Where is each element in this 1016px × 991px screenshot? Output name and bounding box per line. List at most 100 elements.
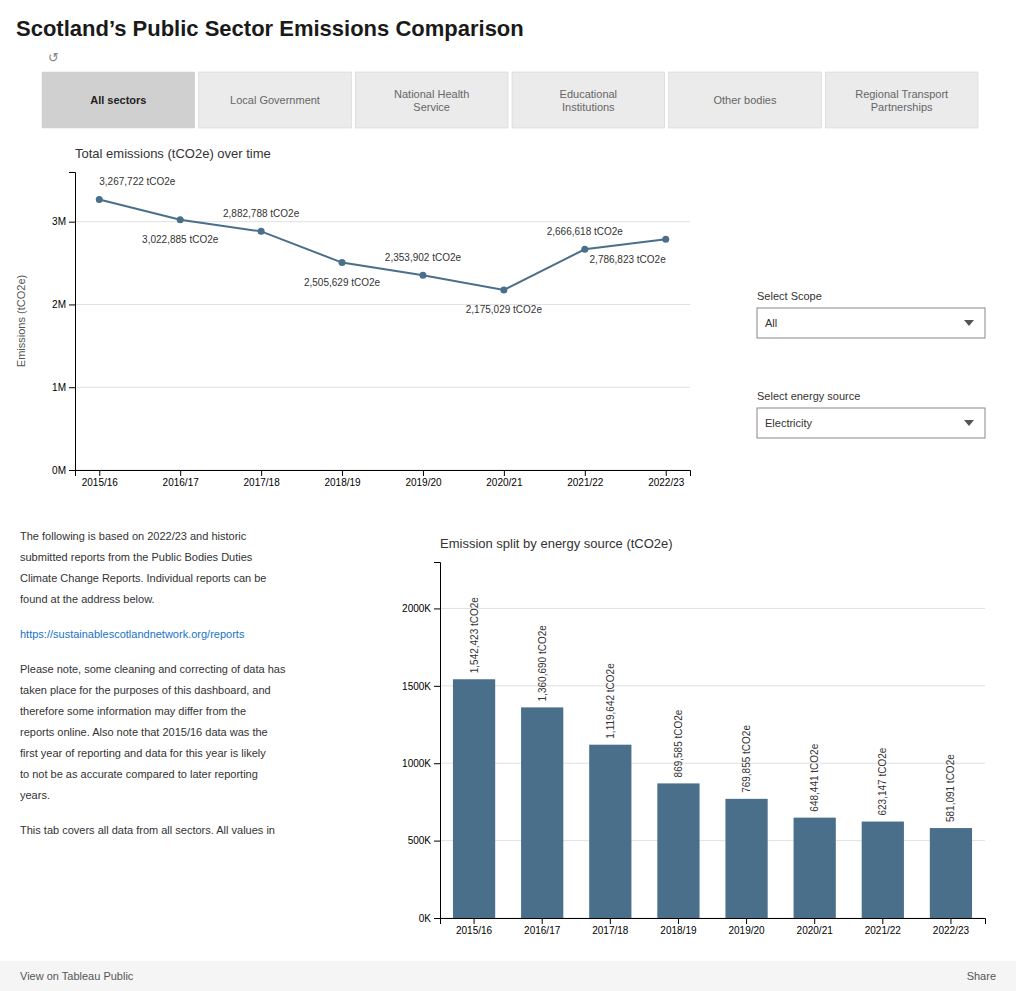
y-tick-mark — [69, 304, 75, 305]
x-tick-mark — [261, 470, 262, 476]
nav-tab[interactable]: Regional TransportPartnerships — [825, 72, 978, 128]
energy-dropdown-value[interactable]: Electricity — [765, 417, 813, 429]
bar — [521, 707, 563, 918]
energy-dropdown-box[interactable] — [757, 408, 985, 438]
point — [500, 286, 507, 293]
nav-tab-line[interactable]: Partnerships — [871, 101, 933, 113]
nav-tab-label[interactable]: All sectors — [90, 94, 146, 106]
info-line: found at the address below. — [20, 593, 155, 605]
info-line: first year of reporting and data for thi… — [20, 747, 266, 759]
y-tick-mark — [434, 763, 440, 764]
grid — [440, 608, 985, 918]
nav-tab-line[interactable]: Local Government — [230, 94, 320, 106]
scope-dropdown[interactable]: Select ScopeAll — [757, 290, 985, 338]
x-tick-label: 2016/17 — [524, 925, 561, 936]
footer-bg — [0, 961, 1016, 991]
nav-tab-label[interactable]: Other bodies — [714, 94, 777, 106]
nav-tab[interactable]: All sectors — [42, 72, 195, 128]
nav-tab-box[interactable] — [825, 72, 978, 128]
nav-tab[interactable]: Local Government — [199, 72, 352, 128]
energy-dropdown[interactable]: Select energy sourceElectricity — [757, 390, 985, 438]
data-label: 769,855 tCO2e — [741, 725, 752, 793]
nav-tab-line[interactable]: Educational — [560, 88, 618, 100]
grid-line — [75, 387, 690, 388]
x-tick-label: 2022/23 — [933, 925, 970, 936]
x-tick: 2018/19 — [324, 470, 361, 488]
x-tick-mark — [678, 918, 679, 924]
y-tick: 500K — [408, 835, 440, 846]
nav-tab[interactable]: National HealthService — [355, 72, 508, 128]
nav-tab[interactable]: EducationalInstitutions — [512, 72, 665, 128]
marks — [453, 679, 972, 918]
info-line: taken place for the purposes of this das… — [20, 684, 271, 696]
line-chart: Total emissions (tCO2e) over time0M1M2M3… — [15, 146, 691, 488]
data-label: 2,882,788 tCO2e — [223, 208, 300, 219]
grid — [75, 222, 690, 470]
x-tick-label: 2017/18 — [244, 477, 281, 488]
nav-tab-label[interactable]: Local Government — [230, 94, 320, 106]
y-tick-mark — [69, 470, 75, 471]
point — [662, 236, 669, 243]
y-tick: 3M — [52, 216, 75, 227]
grid-line — [75, 221, 690, 222]
x-tick-label: 2018/19 — [660, 925, 697, 936]
footer: View on Tableau Public Share — [0, 961, 1016, 991]
bar-chart: Emission split by energy source (tCO2e)0… — [402, 536, 985, 936]
scope-dropdown-arrow[interactable] — [964, 320, 974, 326]
chart-title: Total emissions (tCO2e) over time — [75, 146, 271, 161]
x-tick-mark — [746, 918, 747, 924]
info-line: therefore some information may differ fr… — [20, 705, 246, 717]
footer-text[interactable]: View on Tableau Public — [20, 970, 134, 982]
x-tick-mark — [542, 918, 543, 924]
nav-tab[interactable]: Other bodies — [669, 72, 822, 128]
x-tick-label: 2021/22 — [567, 477, 604, 488]
y-axis: 0M1M2M3M — [52, 173, 75, 476]
y-tick-label: 1500K — [402, 681, 431, 692]
y-tick-mark — [434, 608, 440, 609]
x-tick-mark — [585, 470, 586, 476]
x-tick: 2022/23 — [933, 918, 970, 936]
x-tick-mark — [666, 470, 667, 476]
y-axis: 0K500K1000K1500K2000K — [402, 563, 440, 924]
x-tick-label: 2019/20 — [728, 925, 765, 936]
scope-dropdown-value[interactable]: All — [765, 317, 777, 329]
bar — [794, 818, 836, 918]
x-tick: 2020/21 — [797, 918, 834, 936]
x-axis-line — [441, 919, 986, 925]
nav-tab-line[interactable]: Service — [413, 101, 450, 113]
page: Scotland’s Public Sector Emissions Compa… — [0, 0, 1016, 991]
data-label: 2,666,618 tCO2e — [547, 226, 624, 237]
y-tick-mark — [434, 686, 440, 687]
x-tick-label: 2021/22 — [865, 925, 902, 936]
y-tick-mark — [434, 841, 440, 842]
nav-tab-label[interactable]: EducationalInstitutions — [560, 88, 618, 113]
energy-dropdown-arrow[interactable] — [964, 420, 974, 426]
nav-tab-box[interactable] — [512, 72, 665, 128]
x-tick-mark — [423, 470, 424, 476]
x-tick: 2019/20 — [405, 470, 442, 488]
nav-tab-label[interactable]: Regional TransportPartnerships — [855, 88, 948, 113]
info-link[interactable]: https://sustainablescotlandnetwork.org/r… — [20, 628, 245, 640]
footer-share[interactable]: Share — [967, 970, 996, 982]
nav-tab-box[interactable] — [669, 72, 822, 128]
data-label: 1,119,642 tCO2e — [605, 663, 616, 739]
data-label: 648,441 tCO2e — [809, 743, 820, 811]
nav-tab-box[interactable] — [199, 72, 352, 128]
x-tick-label: 2019/20 — [405, 477, 442, 488]
scope-dropdown-box[interactable] — [757, 308, 985, 338]
nav-tab-line[interactable]: All sectors — [90, 94, 146, 106]
nav-tab-label[interactable]: National HealthService — [394, 88, 469, 113]
nav-tab-line[interactable]: Regional Transport — [855, 88, 948, 100]
data-label: 1,542,423 tCO2e — [469, 597, 480, 674]
nav-tab-line[interactable]: Institutions — [562, 101, 615, 113]
info-text: The following is based on 2022/23 and hi… — [20, 530, 286, 836]
nav-tab-box[interactable] — [42, 72, 195, 128]
y-tick-mark — [69, 387, 75, 388]
bar — [725, 799, 767, 918]
nav-tab-line[interactable]: National Health — [394, 88, 469, 100]
x-tick: 2016/17 — [163, 470, 200, 488]
nav-tab-line[interactable]: Other bodies — [714, 94, 777, 106]
y-axis-line — [434, 563, 441, 919]
refresh-icon[interactable]: ↺ — [48, 50, 59, 65]
nav-tab-box[interactable] — [355, 72, 508, 128]
